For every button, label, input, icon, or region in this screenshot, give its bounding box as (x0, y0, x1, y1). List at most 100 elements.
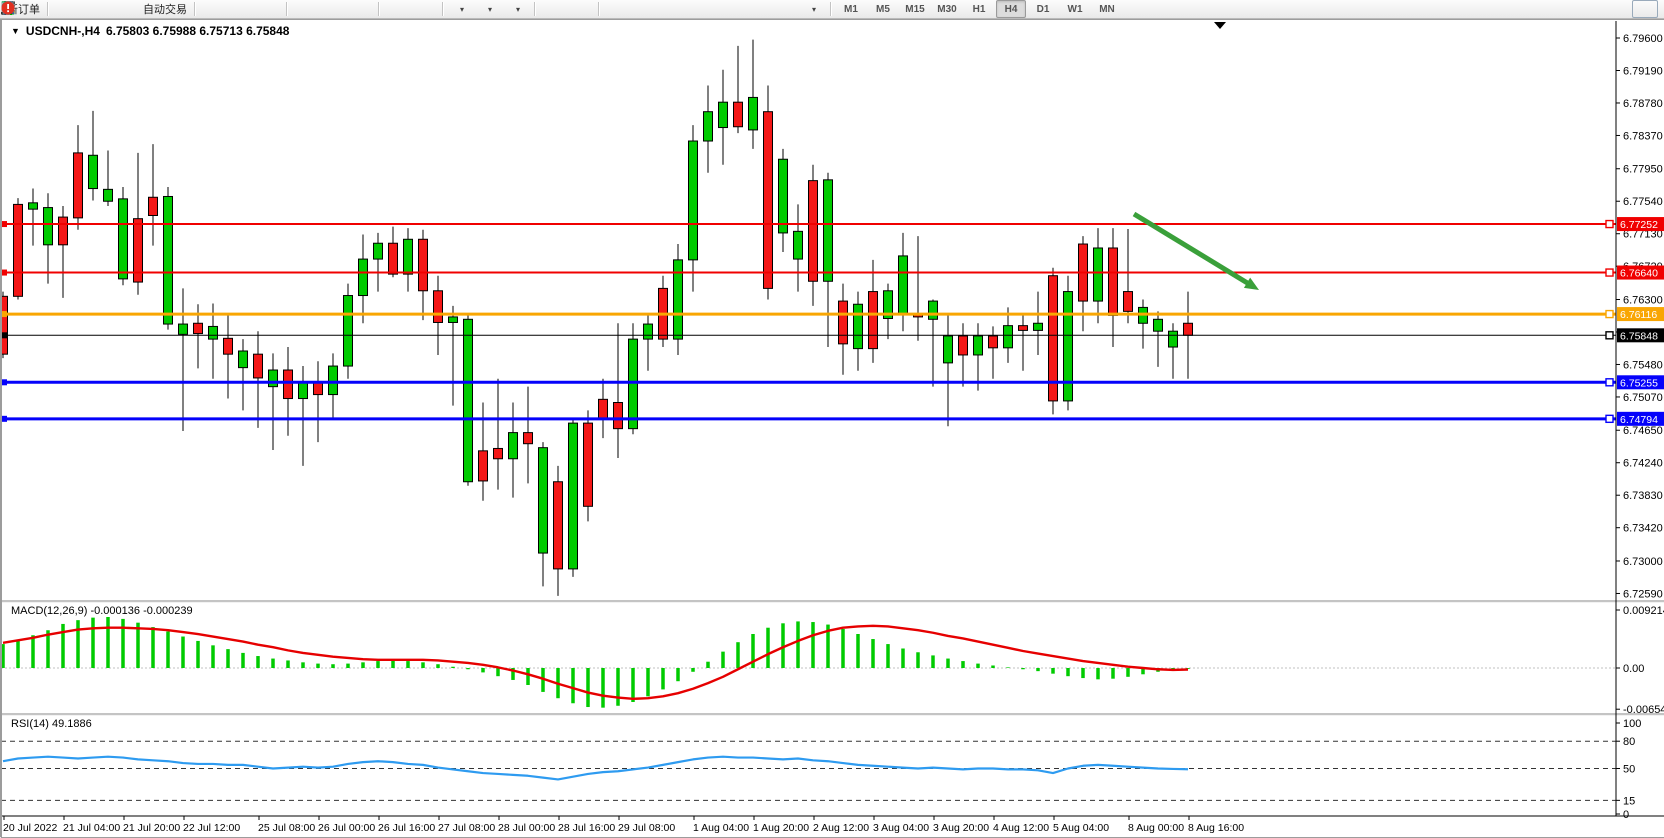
svg-text:0: 0 (1623, 809, 1629, 821)
chart-shift-button[interactable] (412, 0, 438, 18)
svg-text:-0.006546: -0.006546 (1623, 704, 1664, 716)
svg-text:6.74650: 6.74650 (1623, 425, 1663, 437)
cursor-button[interactable] (540, 0, 566, 18)
toolbar-separator (598, 2, 600, 16)
chevron-down-icon[interactable]: ▾ (460, 5, 464, 14)
toolbar-separator (378, 2, 380, 16)
svg-text:6.72590: 6.72590 (1623, 588, 1663, 600)
timeframe-h1-button[interactable]: H1 (964, 0, 994, 18)
chart-canvas[interactable]: 6.79600 6.79190 6.78780 6.78370 6.77950 6.775… (1, 19, 1664, 838)
svg-text:20 Jul 2022: 20 Jul 2022 (3, 822, 57, 834)
chevron-down-icon[interactable]: ▾ (488, 5, 492, 14)
svg-text:4 Aug 12:00: 4 Aug 12:00 (993, 822, 1049, 834)
svg-text:6.75480: 6.75480 (1623, 359, 1663, 371)
equidistant-channel-button[interactable]: E (688, 0, 714, 18)
resistance-line-2-price-tag: 6.76640 (1617, 266, 1664, 280)
bar-chart-button[interactable] (200, 0, 226, 18)
svg-text:6.75848: 6.75848 (1620, 330, 1658, 342)
market-watch-button[interactable] (53, 0, 79, 18)
one-click-trading-arrow[interactable]: ▼ (11, 26, 20, 36)
current-price-line-price-tag: 6.75848 (1617, 328, 1664, 342)
svg-text:5 Aug 04:00: 5 Aug 04:00 (1053, 822, 1109, 834)
vertical-line-button[interactable] (604, 0, 630, 18)
timeframe-mn-button[interactable]: MN (1092, 0, 1122, 18)
chevron-down-icon[interactable]: ▾ (516, 5, 520, 14)
svg-text:8 Aug 00:00: 8 Aug 00:00 (1128, 822, 1184, 834)
chart-quote-ohlc: 6.75803 6.75988 6.75713 6.75848 (106, 24, 290, 38)
svg-text:8 Aug 16:00: 8 Aug 16:00 (1188, 822, 1244, 834)
macd-indicator-label: MACD(12,26,9) -0.000136 -0.000239 (11, 605, 193, 617)
svg-text:6.74240: 6.74240 (1623, 458, 1663, 470)
tile-windows-button[interactable] (348, 0, 374, 18)
svg-text:21 Jul 04:00: 21 Jul 04:00 (63, 822, 120, 834)
svg-text:22 Jul 12:00: 22 Jul 12:00 (183, 822, 240, 834)
svg-text:26 Jul 16:00: 26 Jul 16:00 (378, 822, 435, 834)
community-button[interactable] (1632, 0, 1658, 18)
svg-text:3 Aug 20:00: 3 Aug 20:00 (933, 822, 989, 834)
horizontal-line-button[interactable] (632, 0, 658, 18)
button-label: 自动交易 (143, 1, 187, 17)
timeframe-h4-button[interactable]: H4 (996, 0, 1026, 18)
svg-text:6.75255: 6.75255 (1620, 377, 1658, 389)
zoom-out-button[interactable] (320, 0, 346, 18)
svg-text:80: 80 (1623, 736, 1635, 748)
resistance-line-1-price-tag: 6.77252 (1617, 217, 1664, 231)
candlestick-chart-button[interactable] (228, 0, 254, 18)
navigator-button[interactable] (109, 0, 135, 18)
data-window-button[interactable] (81, 0, 107, 18)
timeframe-m15-button[interactable]: M15 (900, 0, 930, 18)
svg-text:26 Jul 00:00: 26 Jul 00:00 (318, 822, 375, 834)
svg-text:6.76116: 6.76116 (1620, 309, 1657, 321)
toolbar-separator (534, 2, 536, 16)
crosshair-button[interactable] (568, 0, 594, 18)
svg-text:6.76640: 6.76640 (1620, 268, 1658, 280)
svg-text:6.75070: 6.75070 (1623, 392, 1663, 404)
svg-text:6.78370: 6.78370 (1623, 130, 1663, 142)
rsi-indicator-label: RSI(14) 49.1886 (11, 718, 92, 730)
svg-text:1 Aug 04:00: 1 Aug 04:00 (693, 822, 749, 834)
templates-button[interactable]: ▾ (504, 0, 530, 18)
svg-text:15: 15 (1623, 795, 1635, 807)
indicators-button[interactable]: ▾ (448, 0, 474, 18)
svg-text:28 Jul 00:00: 28 Jul 00:00 (498, 822, 555, 834)
timeframe-m5-button[interactable]: M5 (868, 0, 898, 18)
svg-text:0.009214: 0.009214 (1623, 605, 1664, 617)
chevron-down-icon[interactable]: ▾ (812, 5, 816, 14)
svg-text:27 Jul 08:00: 27 Jul 08:00 (438, 822, 495, 834)
chart-symbol-period: USDCNH-,H4 (26, 24, 100, 38)
support-line-1-price-tag: 6.75255 (1617, 375, 1664, 389)
svg-text:3 Aug 04:00: 3 Aug 04:00 (873, 822, 929, 834)
arrows-button[interactable]: ▾ (800, 0, 826, 18)
svg-text:6.77950: 6.77950 (1623, 164, 1663, 176)
svg-text:6.77540: 6.77540 (1623, 196, 1663, 208)
timeframe-d1-button[interactable]: D1 (1028, 0, 1058, 18)
svg-text:0.00: 0.00 (1623, 663, 1644, 675)
svg-text:28 Jul 16:00: 28 Jul 16:00 (558, 822, 615, 834)
svg-text:6.79190: 6.79190 (1623, 65, 1663, 77)
svg-text:6.73420: 6.73420 (1623, 523, 1663, 535)
text-label-button[interactable]: T (772, 0, 798, 18)
svg-text:1 Aug 20:00: 1 Aug 20:00 (753, 822, 809, 834)
timeframe-m30-button[interactable]: M30 (932, 0, 962, 18)
timeframe-m1-button[interactable]: M1 (836, 0, 866, 18)
svg-text:6.78780: 6.78780 (1623, 98, 1663, 110)
autotrading-button[interactable]: 自动交易 (137, 0, 190, 18)
trendline-button[interactable] (660, 0, 686, 18)
fibonacci-button[interactable]: F (716, 0, 742, 18)
toolbar-separator (830, 2, 832, 16)
zoom-in-button[interactable] (292, 0, 318, 18)
svg-text:2 Aug 12:00: 2 Aug 12:00 (813, 822, 869, 834)
support-line-2-price-tag: 6.74794 (1617, 412, 1664, 426)
periods-button[interactable]: ▾ (476, 0, 502, 18)
line-chart-button[interactable] (256, 0, 282, 18)
auto-scroll-button[interactable] (384, 0, 410, 18)
svg-text:6.79600: 6.79600 (1623, 33, 1663, 45)
svg-text:100: 100 (1623, 718, 1641, 730)
svg-text:25 Jul 08:00: 25 Jul 08:00 (258, 822, 315, 834)
svg-text:6.74794: 6.74794 (1620, 414, 1658, 426)
svg-text:6.73830: 6.73830 (1623, 490, 1663, 502)
text-button[interactable]: A (744, 0, 770, 18)
timeframe-w1-button[interactable]: W1 (1060, 0, 1090, 18)
search-button[interactable] (1604, 0, 1630, 18)
